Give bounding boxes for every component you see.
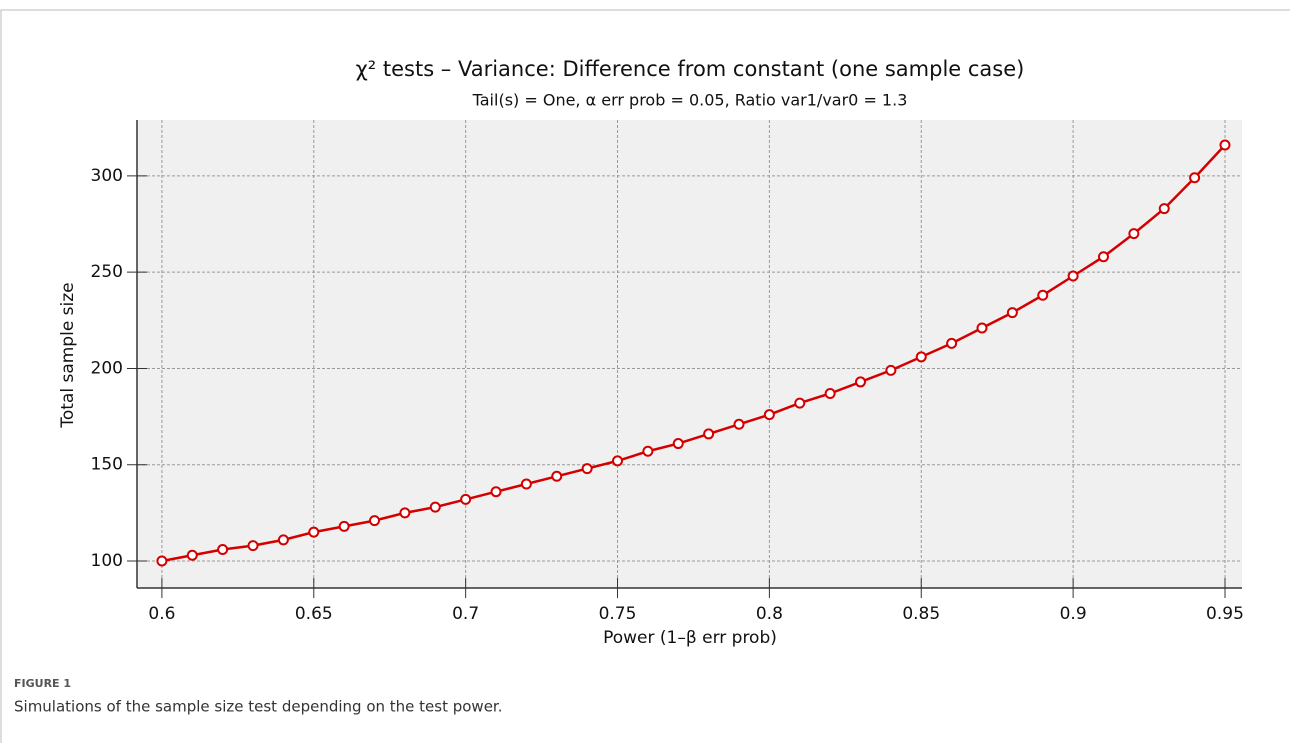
y-tick-label: 250	[91, 262, 123, 282]
data-point	[885, 364, 897, 376]
data-point	[277, 534, 289, 546]
data-point	[217, 543, 229, 555]
data-point	[308, 526, 320, 538]
y-tick-label: 200	[91, 358, 123, 378]
data-point	[703, 428, 715, 440]
data-point	[642, 445, 654, 457]
data-point	[763, 409, 775, 421]
data-point	[338, 520, 350, 532]
x-tick-label: 0.6	[148, 604, 175, 624]
data-point	[520, 478, 532, 490]
data-point	[581, 463, 593, 475]
data-point	[1006, 307, 1018, 319]
x-tick-label: 0.65	[295, 604, 333, 624]
data-point	[429, 501, 441, 513]
x-tick-label: 0.9	[1060, 604, 1087, 624]
data-point	[1158, 203, 1170, 215]
figure-label: FIGURE 1	[14, 677, 71, 690]
y-axis-label: Total sample size	[58, 282, 78, 428]
data-point	[612, 455, 624, 467]
x-tick-label: 0.75	[599, 604, 637, 624]
data-point	[1189, 172, 1201, 184]
x-tick-label: 0.8	[756, 604, 783, 624]
x-tick-label: 0.95	[1206, 604, 1244, 624]
data-point	[946, 337, 958, 349]
chart-title: χ² tests – Variance: Difference from con…	[356, 57, 1025, 81]
data-point	[490, 486, 502, 498]
y-tick-label: 300	[91, 166, 123, 186]
x-tick-label: 0.85	[902, 604, 940, 624]
data-point	[551, 470, 563, 482]
data-point	[1037, 289, 1049, 301]
data-point	[460, 493, 472, 505]
data-point	[1219, 139, 1231, 151]
y-tick-label: 150	[91, 455, 123, 475]
data-point	[247, 540, 259, 552]
x-axis-label: Power (1–β err prob)	[603, 628, 777, 648]
y-tick-label: 100	[91, 551, 123, 571]
data-point	[1067, 270, 1079, 282]
data-point	[915, 351, 927, 363]
data-point	[855, 376, 867, 388]
data-point	[1128, 228, 1140, 240]
data-point	[733, 418, 745, 430]
plot-area	[137, 120, 1242, 588]
chart-subtitle: Tail(s) = One, α err prob = 0.05, Ratio …	[472, 91, 908, 110]
data-point	[369, 515, 381, 527]
data-point	[186, 549, 198, 561]
data-point	[672, 438, 684, 450]
data-point	[399, 507, 411, 519]
data-point	[156, 555, 168, 567]
data-point	[824, 387, 836, 399]
figure-caption: Simulations of the sample size test depe…	[14, 698, 502, 716]
data-point	[976, 322, 988, 334]
x-tick-label: 0.7	[452, 604, 479, 624]
data-point	[1097, 251, 1109, 263]
data-point	[794, 397, 806, 409]
figure-frame	[0, 9, 1290, 743]
